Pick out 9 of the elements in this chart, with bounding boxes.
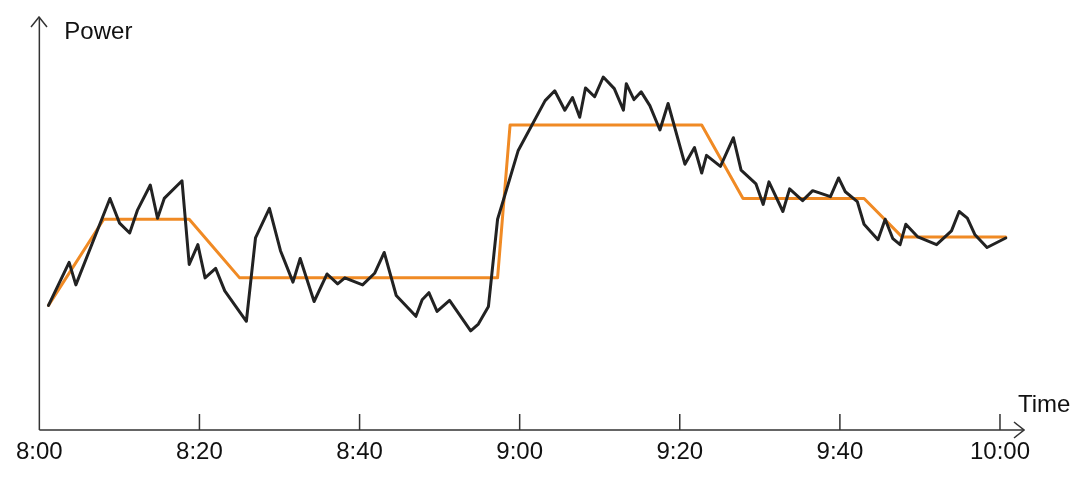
x-tick-label: 10:00 [969, 437, 1031, 465]
x-tick-label: 9:20 [656, 437, 704, 465]
y-axis-title: Power [64, 16, 133, 44]
x-tick-label: 8:20 [176, 437, 223, 465]
x-tick-label: 8:00 [16, 437, 63, 465]
x-axis-title: Time [1018, 389, 1071, 417]
x-tick-label: 8:40 [336, 437, 383, 465]
x-tick-label: 9:00 [496, 437, 544, 465]
x-tick-label: 9:40 [816, 437, 864, 465]
